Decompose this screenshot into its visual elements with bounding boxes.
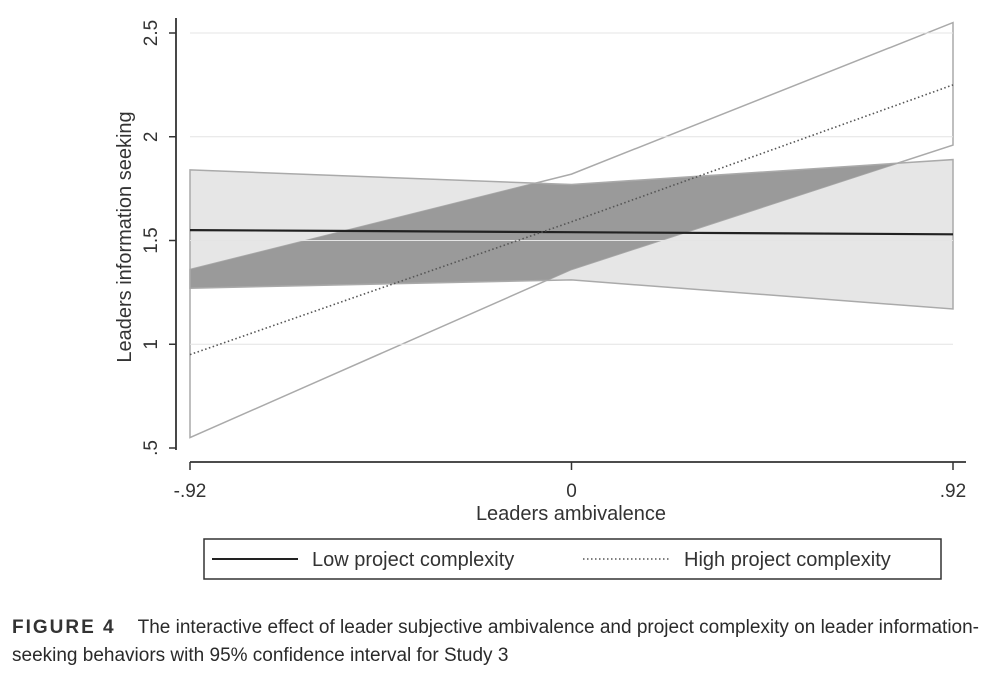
y-tick-label-2: 1.5: [141, 227, 162, 253]
axes: .5 1 1.5 2 2.5 -.92 0 .92: [141, 18, 966, 502]
y-tick-label-1: 1: [141, 339, 162, 350]
series-lines: [189, 84, 954, 356]
gridlines: [190, 32, 953, 345]
y-tick-label-4: 2.5: [141, 20, 162, 46]
chart: .5 1 1.5 2 2.5 -.92 0 .92 Leaders information s…: [114, 18, 966, 580]
figure-caption-text: The interactive effect of leader subject…: [12, 617, 979, 666]
x-tick-label-1: 0: [566, 481, 577, 502]
x-tick-label-2: .92: [940, 481, 966, 502]
legend: Low project complexity High project comp…: [203, 538, 942, 580]
y-tick-label-3: 2: [141, 132, 162, 143]
confidence-bands: [189, 21, 954, 439]
legend-label-low: Low project complexity: [312, 549, 514, 571]
x-axis-label: Leaders ambivalence: [476, 503, 666, 525]
y-tick-label-0: .5: [141, 440, 162, 456]
x-tick-label-0: -.92: [174, 481, 207, 502]
series-line-low-complexity: [189, 229, 954, 236]
legend-box: [203, 538, 942, 580]
figure-caption-label: FIGURE 4: [12, 617, 116, 638]
y-axis-label: Leaders information seeking: [114, 111, 136, 362]
legend-label-high: High project complexity: [684, 549, 891, 571]
figure-caption: FIGURE 4 The interactive effect of leader…: [12, 614, 982, 670]
